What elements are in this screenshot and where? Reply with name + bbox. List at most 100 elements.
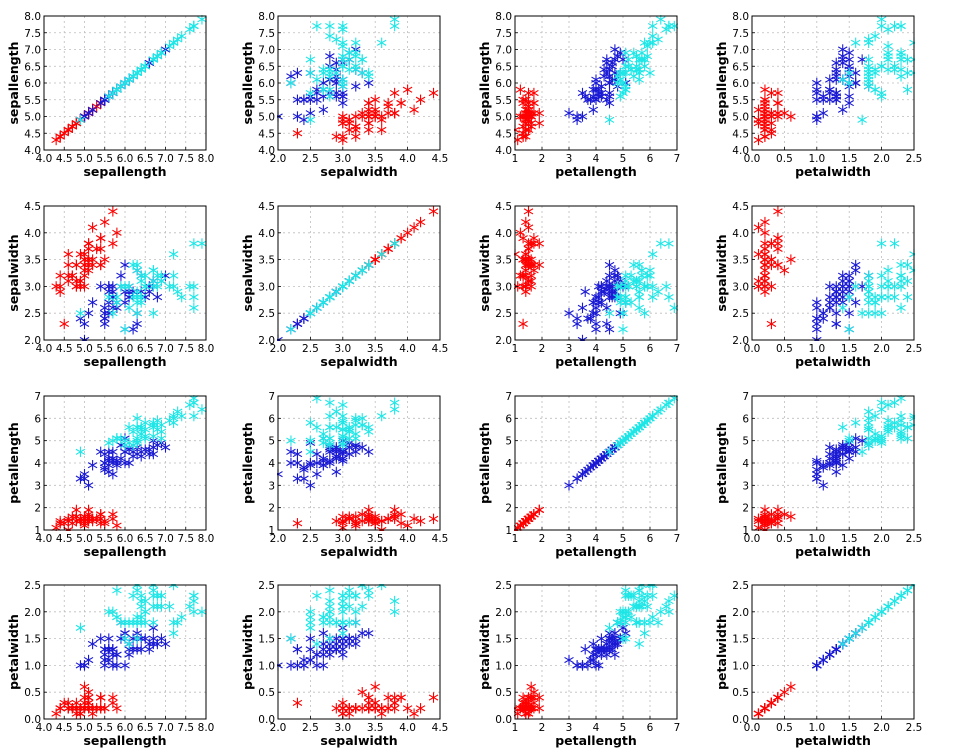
x-tick-label: 2.5 (302, 533, 319, 545)
data-point (75, 114, 86, 126)
data-point (629, 71, 639, 82)
data-point (144, 57, 155, 69)
data-point (292, 318, 303, 330)
data-point (607, 638, 617, 650)
data-point (325, 455, 335, 466)
data-point (766, 281, 777, 292)
subplot-sepallength-vs-petalwidth: 0.0 0.5 1.0 1.5 2.0 2.5 4.0 4.5 5.0 5.5 6.0 6.5 7.0 7… (714, 11, 922, 179)
data-point (299, 473, 309, 484)
data-point (818, 308, 829, 319)
y-tick-label: 0.0 (24, 714, 41, 726)
data-point (305, 54, 316, 65)
data-point (312, 84, 322, 95)
data-point (164, 601, 175, 612)
data-point (615, 91, 626, 102)
data-point (639, 281, 650, 292)
data-point (168, 37, 179, 48)
y-tick-label: 6 (268, 413, 275, 425)
data-point (656, 404, 666, 415)
y-tick-label: 4.0 (24, 145, 41, 157)
data-point (51, 134, 61, 146)
points (277, 206, 439, 341)
data-point (831, 308, 842, 319)
x-axis-label: petalwidth (795, 544, 871, 559)
data-point (292, 518, 303, 529)
x-tick-label: 2.0 (873, 343, 890, 355)
x-axis-label: sepalwidth (320, 544, 397, 559)
y-tick-label: 1 (742, 525, 749, 537)
data-point (331, 34, 342, 45)
data-point (318, 611, 329, 623)
data-point (521, 111, 531, 122)
data-point (863, 433, 874, 444)
data-point (189, 410, 199, 422)
data-point (610, 54, 620, 65)
y-tick-label: 4.0 (258, 228, 275, 240)
data-point (305, 644, 316, 655)
data-point (357, 515, 368, 527)
y-tick-label: 3.0 (24, 281, 41, 293)
y-axis-label: petalwidth (477, 614, 492, 690)
y-tick-label: 6.5 (24, 61, 41, 73)
x-tick-label: 6.5 (137, 153, 154, 165)
data-point (415, 515, 426, 527)
data-point (325, 67, 335, 79)
x-tick-label: 6.0 (117, 153, 134, 165)
data-point (818, 654, 829, 666)
data-point (634, 595, 644, 607)
y-tick-label: 2 (268, 503, 275, 515)
data-point (760, 703, 770, 714)
data-point (647, 20, 658, 32)
data-point (857, 114, 867, 126)
y-tick-label: 4.0 (495, 228, 512, 240)
data-point (83, 654, 94, 666)
points (753, 206, 915, 341)
data-point (620, 617, 631, 628)
data-point (71, 259, 82, 271)
data-point (325, 595, 335, 607)
data-point (870, 435, 880, 446)
points (277, 584, 439, 719)
data-point (338, 20, 348, 32)
y-tick-label: 4.0 (732, 145, 749, 157)
data-point (870, 30, 880, 42)
data-point (357, 703, 368, 714)
data-point (831, 291, 842, 303)
data-point (876, 61, 887, 72)
y-tick-label: 0.5 (732, 687, 749, 699)
data-point (786, 511, 796, 522)
data-point (79, 703, 90, 714)
y-tick-label: 6.5 (732, 61, 749, 73)
y-axis-label: petalwidth (714, 614, 729, 690)
data-point (599, 286, 609, 297)
data-point (629, 601, 639, 612)
data-point (818, 462, 829, 473)
data-point (653, 617, 663, 628)
data-point (850, 281, 861, 292)
data-point (812, 464, 822, 475)
data-point (415, 94, 426, 105)
data-point (148, 281, 159, 292)
data-point (140, 444, 151, 455)
data-point (168, 628, 179, 639)
data-point (580, 286, 590, 297)
data-point (357, 687, 368, 698)
data-point (883, 275, 893, 287)
y-tick-label: 3 (34, 480, 41, 492)
x-tick-label: 1.5 (841, 722, 858, 734)
x-tick-label: 4.0 (399, 343, 416, 355)
y-axis-label: petalwidth (6, 614, 21, 690)
data-point (837, 444, 848, 455)
data-point (120, 457, 130, 469)
data-point (63, 124, 74, 136)
data-point (59, 128, 70, 139)
data-point (350, 270, 361, 281)
points (277, 15, 439, 146)
x-tick-label: 6.5 (137, 722, 154, 734)
y-tick-label: 2 (742, 503, 749, 515)
data-point (850, 297, 861, 308)
data-point (344, 633, 355, 644)
data-point (132, 67, 142, 79)
data-point (148, 265, 159, 276)
x-tick-label: 6 (647, 722, 654, 734)
